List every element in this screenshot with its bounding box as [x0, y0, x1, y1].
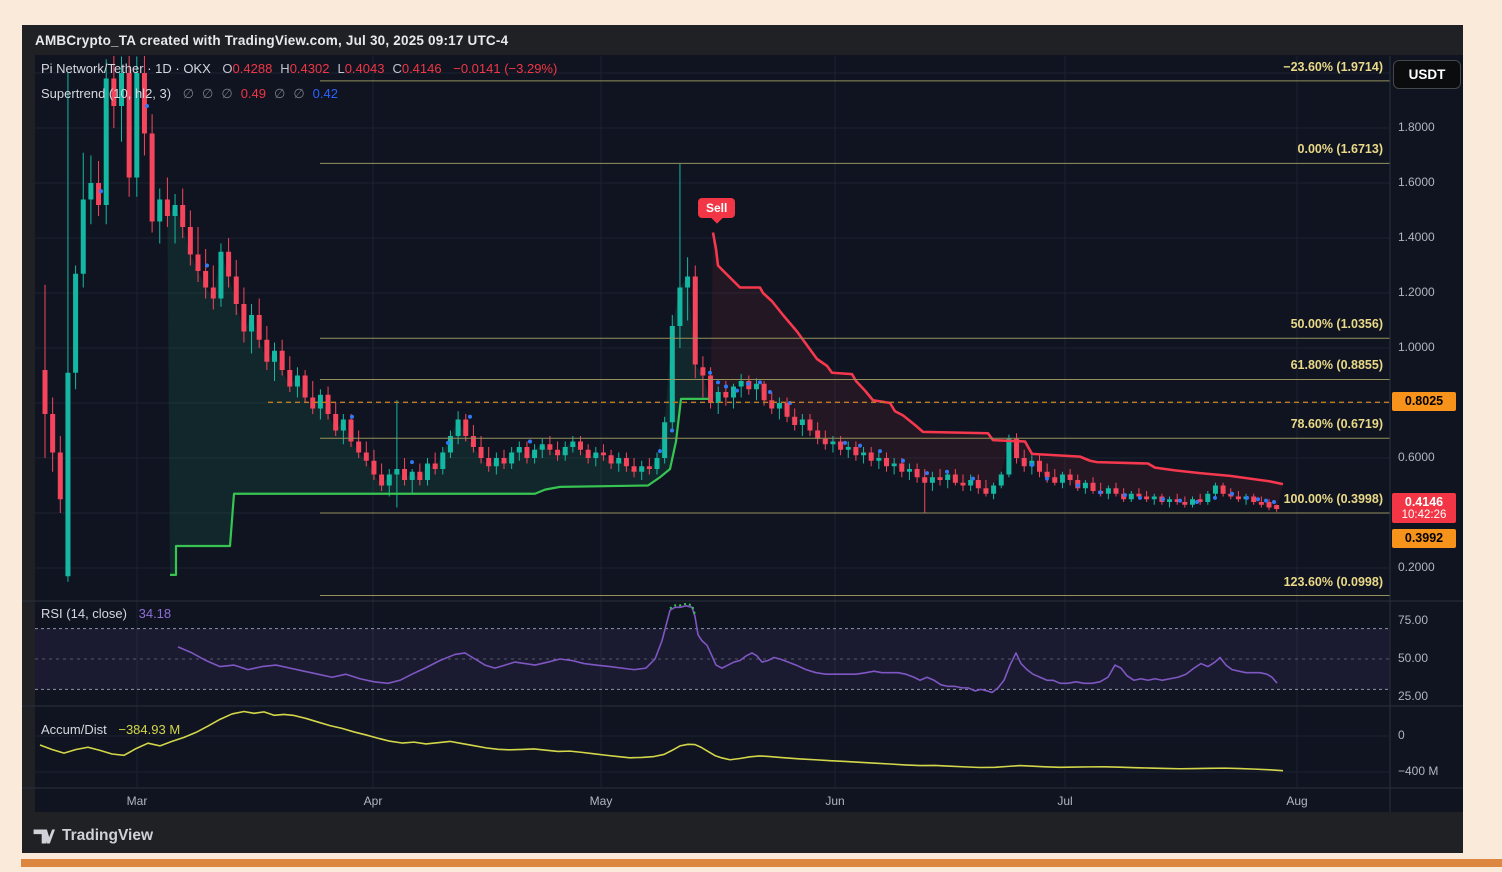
price-axis-tick: 1.8000: [1398, 120, 1435, 134]
indicator-value: 0.42: [312, 86, 338, 101]
price-axis-tick: 1.6000: [1398, 175, 1435, 189]
time-axis-label[interactable]: Mar: [126, 794, 148, 808]
alert-price-badge-upper: 0.8025: [1392, 392, 1456, 411]
fib-level-label: 100.00% (0.3998): [1283, 492, 1383, 507]
ohlc-value: 0.4302: [289, 61, 330, 76]
indicator-value: ∅: [182, 86, 195, 101]
rsi-axis-tick: 50.00: [1398, 651, 1429, 665]
accdist-value: −384.93 M: [118, 722, 181, 737]
accdist-legend[interactable]: Accum/Dist −384.93 M: [41, 722, 180, 737]
alert-price-badge-lower: 0.3992: [1392, 529, 1456, 548]
price-axis-tick: 0.2000: [1398, 560, 1435, 574]
indicator-name: Supertrend (10, hl2, 3): [41, 86, 172, 101]
symbol-name: Pi Network/Tether · 1D · OKX: [41, 61, 211, 76]
price-axis-tick: 1.4000: [1398, 230, 1435, 244]
time-axis-label[interactable]: Jul: [1057, 794, 1073, 808]
ohlc-key: H: [280, 61, 290, 76]
indicator-value: ∅: [274, 86, 286, 101]
sell-signal-label: Sell: [706, 201, 728, 215]
chart-canvas[interactable]: [22, 25, 1463, 853]
rsi-title: RSI (14, close): [41, 606, 127, 621]
indicator-value: ∅: [221, 86, 233, 101]
accdist-axis-tick: 0: [1398, 728, 1405, 742]
bar-countdown: 10:42:26: [1401, 509, 1447, 521]
accdist-title: Accum/Dist: [41, 722, 107, 737]
attribution-title: AMBCrypto_TA created with TradingView.co…: [35, 33, 509, 48]
ohlc-key: C: [392, 61, 402, 76]
ohlc-value: 0.4288: [232, 61, 273, 76]
price-axis-tick: 0.6000: [1398, 450, 1435, 464]
time-axis-label[interactable]: Aug: [1286, 794, 1308, 808]
accdist-axis-tick: −400 M: [1398, 764, 1439, 778]
ohlc-key: L: [337, 61, 345, 76]
symbol-legend[interactable]: Pi Network/Tether · 1D · OKX O0.4288 H0.4…: [41, 61, 557, 76]
tradingview-logo-icon: [33, 829, 55, 843]
indicator-value: ∅: [202, 86, 214, 101]
price-axis-tick: 1.0000: [1398, 340, 1435, 354]
sell-signal-marker[interactable]: Sell: [698, 198, 736, 224]
indicator-value: ∅: [293, 86, 305, 101]
fib-level-label: −23.60% (1.9714): [1283, 59, 1383, 74]
tradingview-logo[interactable]: TradingView: [33, 827, 153, 845]
fib-level-label: 61.80% (0.8855): [1290, 358, 1383, 373]
indicator-value: 0.49: [240, 86, 266, 101]
price-axis-tick: 1.2000: [1398, 285, 1435, 299]
accent-bar: [21, 859, 1502, 867]
time-axis-label[interactable]: May: [589, 794, 613, 808]
rsi-axis-tick: 75.00: [1398, 613, 1429, 627]
tradingview-logo-text: TradingView: [62, 827, 154, 844]
ohlc-value: 0.4043: [344, 61, 385, 76]
fib-level-label: 0.00% (1.6713): [1297, 142, 1383, 157]
ohlc-value: 0.4146: [401, 61, 442, 76]
supertrend-legend[interactable]: Supertrend (10, hl2, 3) ∅ ∅ ∅ 0.49 ∅ ∅ 0.42: [41, 86, 338, 102]
last-price-value: 0.4146: [1404, 495, 1444, 509]
fib-level-label: 78.60% (0.6719): [1290, 417, 1383, 432]
time-axis-label[interactable]: Jun: [825, 794, 845, 808]
rsi-legend[interactable]: RSI (14, close) 34.18: [41, 606, 171, 621]
fib-level-label: 50.00% (1.0356): [1290, 317, 1383, 332]
currency-toggle-button[interactable]: USDT: [1393, 60, 1461, 89]
time-axis-label[interactable]: Apr: [363, 794, 383, 808]
rsi-value: 34.18: [138, 606, 172, 621]
rsi-axis-tick: 25.00: [1398, 689, 1429, 703]
fib-level-label: 123.60% (0.0998): [1283, 574, 1383, 589]
last-price-badge: 0.4146 10:42:26: [1392, 493, 1456, 523]
ohlc-key: O: [222, 61, 233, 76]
change-value: −0.0141 (−3.29%): [453, 61, 558, 76]
